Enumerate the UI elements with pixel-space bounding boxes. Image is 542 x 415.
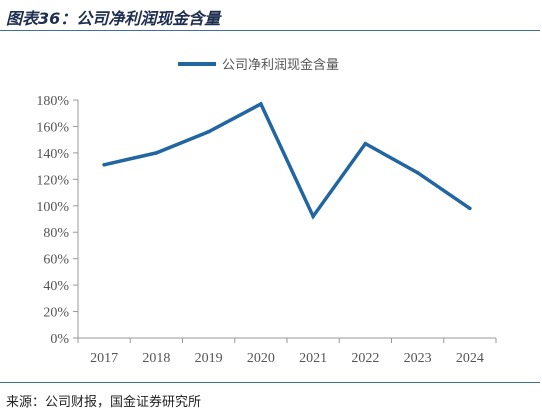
y-tick-label: 140%: [36, 147, 69, 162]
y-tick-label: 160%: [36, 120, 69, 135]
x-tick-label: 2019: [195, 351, 223, 366]
x-tick-label: 2024: [456, 351, 484, 366]
line-chart: 公司净利润现金含量 0% 20% 40% 60% 80% 100% 120% 140% 160%…: [36, 57, 497, 366]
x-tick-label: 2022: [351, 351, 379, 366]
y-tick-label: 60%: [43, 253, 69, 268]
data-point: [154, 151, 159, 155]
y-tick-label: 40%: [43, 279, 69, 294]
x-tick-label: 2017: [90, 351, 118, 366]
series-line: [103, 101, 471, 220]
y-tick-label: 80%: [43, 226, 69, 241]
x-tick-label: 2021: [299, 351, 327, 366]
legend: 公司净利润现金含量: [178, 57, 339, 73]
x-tick-label: 2023: [404, 351, 432, 366]
data-point: [468, 206, 472, 211]
y-tick-label: 20%: [43, 306, 69, 321]
legend-label: 公司净利润现金含量: [222, 57, 339, 73]
bottom-rule: [0, 382, 540, 383]
data-point: [363, 141, 368, 146]
x-axis: 2017 2018 2019 2020 2021 2022 2023 2024: [77, 337, 497, 366]
data-point: [102, 162, 106, 167]
x-tick-label: 2020: [247, 351, 275, 366]
data-point: [206, 129, 211, 134]
x-tick-label: 2018: [142, 351, 170, 366]
data-point: [311, 214, 315, 219]
plot-area: [102, 101, 472, 220]
data-point: [415, 170, 420, 175]
source-note: 来源：公司财报，国金证券研究所: [6, 395, 202, 410]
figure-title: 图表36：公司净利润现金含量: [6, 9, 221, 28]
y-tick-label: 120%: [36, 173, 69, 188]
y-tick-label: 180%: [36, 94, 69, 109]
y-tick-label: 0%: [50, 332, 69, 347]
data-point: [259, 102, 263, 106]
y-axis: 0% 20% 40% 60% 80% 100% 120% 140% 160% 180%: [36, 94, 79, 347]
y-tick-label: 100%: [36, 200, 69, 215]
top-rule: [0, 30, 540, 31]
